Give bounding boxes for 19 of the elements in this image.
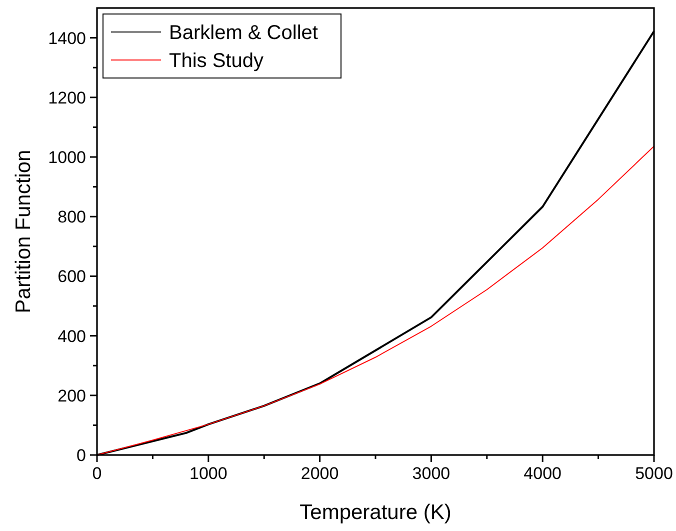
x-tick-label: 5000 xyxy=(635,464,673,483)
y-tick-label: 1400 xyxy=(48,28,86,48)
x-tick-label: 2000 xyxy=(300,464,339,483)
y-tick-label: 400 xyxy=(58,326,86,346)
x-tick-label: 4000 xyxy=(524,464,562,483)
x-tick-label: 1000 xyxy=(189,464,228,483)
x-tick-label: 3000 xyxy=(412,464,450,483)
y-tick-label: 600 xyxy=(58,267,86,286)
y-tick-label: 200 xyxy=(58,386,86,406)
line-series xyxy=(96,146,654,456)
y-tick-label: 1000 xyxy=(48,148,86,167)
y-tick-label: 1200 xyxy=(48,88,86,108)
x-axis-title: Temperature (K) xyxy=(300,501,452,524)
x-tick-label: 0 xyxy=(92,464,102,483)
y-tick-label: 0 xyxy=(76,446,86,465)
legend-label: Barklem & Collet xyxy=(169,22,318,44)
y-tick-label: 800 xyxy=(58,208,86,227)
y-axis-title: Partition Function xyxy=(12,150,35,314)
legend-label: This Study xyxy=(169,50,264,72)
